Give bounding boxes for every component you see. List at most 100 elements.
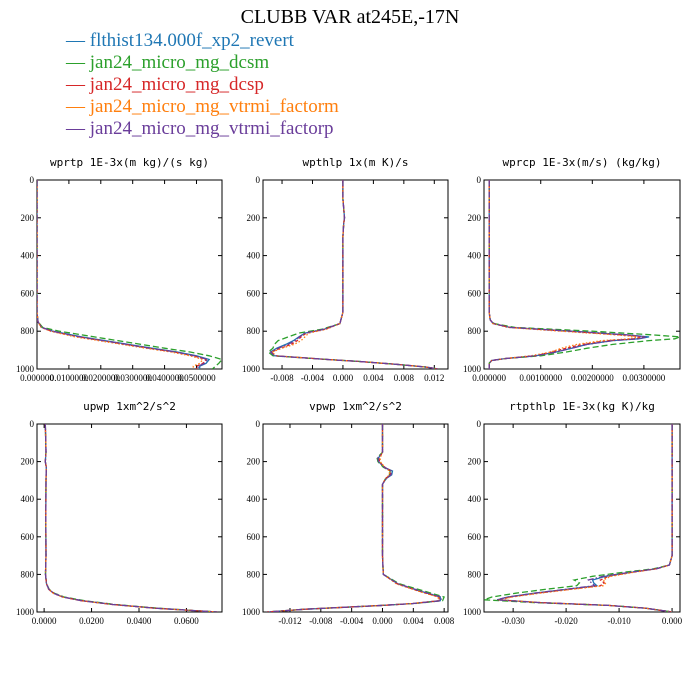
legend-item: — jan24_micro_mg_vtrmi_factorm [66, 96, 339, 118]
panel-title: vpwp 1xm^2/s^2 [309, 400, 402, 413]
y-tick-label: 0 [256, 175, 261, 185]
x-tick-label: -0.004 [340, 616, 364, 626]
y-tick-label: 200 [468, 213, 482, 223]
y-tick-label: 1000 [16, 607, 35, 617]
y-tick-label: 1000 [242, 364, 261, 374]
x-tick-label: -0.008 [270, 373, 294, 383]
x-tick-label: 0.000 [372, 616, 393, 626]
series-line-2 [484, 424, 673, 612]
y-tick-label: 600 [468, 288, 482, 298]
y-tick-label: 400 [21, 251, 35, 261]
legend-marker: — [66, 30, 90, 51]
series-line-2 [44, 424, 218, 612]
series-line-5 [37, 180, 209, 369]
legend-item: — jan24_micro_mg_dcsm [66, 52, 269, 74]
series-line-3 [266, 424, 441, 612]
y-tick-label: 400 [468, 251, 482, 261]
legend-marker: — [66, 52, 90, 73]
series-line-5 [488, 180, 647, 369]
x-tick-label: 0.000 [333, 373, 354, 383]
x-tick-label: -0.010 [607, 616, 631, 626]
series-line-4 [37, 180, 205, 369]
series-line-4 [266, 424, 440, 612]
y-tick-label: 600 [21, 532, 35, 542]
x-tick-label: 0.004 [363, 373, 384, 383]
panel-title: wpthlp 1x(m K)/s [303, 156, 409, 169]
y-tick-label: 0 [30, 419, 35, 429]
y-tick-label: 0 [477, 419, 482, 429]
series-line-3 [270, 180, 439, 369]
panel-title: upwp 1xm^2/s^2 [83, 400, 176, 413]
x-tick-label: 0.008 [394, 373, 415, 383]
series-line-4 [499, 424, 673, 612]
x-tick-label: 0.00200000 [571, 373, 614, 383]
plot-frame [262, 179, 449, 370]
plot-frame [483, 423, 681, 613]
panel-1: wprtp 1E-3x(m kg)/(s kg) 0 200 400 600 800 100… [16, 156, 223, 383]
y-tick-label: 1000 [242, 607, 261, 617]
y-tick-label: 200 [247, 457, 261, 467]
x-tick-label: 0.0600 [174, 616, 199, 626]
series-line-5 [497, 424, 673, 612]
x-tick-label: -0.008 [309, 616, 333, 626]
series-line-2 [488, 180, 680, 369]
plot-frame [36, 423, 223, 613]
y-tick-label: 400 [247, 494, 261, 504]
y-tick-label: 1000 [463, 364, 482, 374]
panel-title: rtpthlp 1E-3x(kg K)/kg [509, 400, 655, 413]
y-tick-label: 800 [247, 326, 261, 336]
plot-frame [483, 179, 681, 370]
x-tick-label: 0.0300000 [114, 373, 153, 383]
y-tick-label: 1000 [16, 364, 35, 374]
panel-2: wpthlp 1x(m K)/s 0 200 400 600 800 1000 -0.008-… [242, 156, 449, 383]
x-tick-label: 0.004 [403, 616, 424, 626]
legend-item: — flthist134.000f_xp2_revert [66, 30, 294, 52]
panel-title: wprtp 1E-3x(m kg)/(s kg) [50, 156, 209, 169]
plot-frame [36, 179, 223, 370]
series-line-1 [497, 424, 673, 612]
panel-title: wprcp 1E-3x(m/s) (kg/kg) [503, 156, 662, 169]
legend-item: — jan24_micro_mg_dcsp [66, 74, 264, 96]
y-tick-label: 800 [21, 569, 35, 579]
series-line-4 [44, 424, 218, 612]
legend-label: jan24_micro_mg_vtrmi_factorp [89, 118, 334, 139]
y-tick-label: 400 [247, 251, 261, 261]
x-tick-label: 0.0400 [127, 616, 152, 626]
legend-label: jan24_micro_mg_vtrmi_factorm [89, 96, 339, 117]
panel-3: wprcp 1E-3x(m/s) (kg/kg) 0 200 400 600 800 100… [463, 156, 681, 383]
y-tick-label: 600 [247, 532, 261, 542]
y-tick-label: 0 [30, 175, 35, 185]
x-tick-label: 0.00300000 [623, 373, 666, 383]
x-tick-label: 0.012 [424, 373, 444, 383]
y-tick-label: 800 [21, 326, 35, 336]
series-line-2 [266, 424, 445, 612]
y-tick-label: 400 [468, 494, 482, 504]
legend-marker: — [66, 118, 90, 139]
y-tick-label: 1000 [463, 607, 482, 617]
y-tick-label: 800 [468, 326, 482, 336]
legend-marker: — [66, 96, 90, 117]
legend-label: jan24_micro_mg_dcsp [89, 74, 264, 95]
panel-6: rtpthlp 1E-3x(kg K)/kg 0 200 400 600 800 1000 -… [463, 400, 683, 626]
series-line-1 [44, 424, 218, 612]
series-line-5 [44, 424, 218, 612]
legend-label: jan24_micro_mg_dcsm [89, 52, 270, 73]
x-tick-label: -0.012 [278, 616, 301, 626]
series-line-2 [37, 180, 222, 369]
x-tick-label: 0.0500000 [177, 373, 216, 383]
y-tick-label: 400 [21, 494, 35, 504]
x-tick-label: -0.004 [301, 373, 325, 383]
y-tick-label: 0 [477, 175, 482, 185]
legend-marker: — [66, 74, 90, 95]
series-line-3 [44, 424, 218, 612]
y-tick-label: 800 [468, 569, 482, 579]
x-tick-label: 0.0000 [32, 616, 57, 626]
y-tick-label: 600 [21, 288, 35, 298]
series-line-5 [269, 180, 439, 369]
y-tick-label: 600 [468, 532, 482, 542]
y-tick-label: 200 [21, 213, 35, 223]
series-line-3 [498, 424, 673, 612]
page-title: CLUBB VAR at245E,-17N [240, 6, 460, 28]
x-tick-label: 0.0100000 [50, 373, 89, 383]
